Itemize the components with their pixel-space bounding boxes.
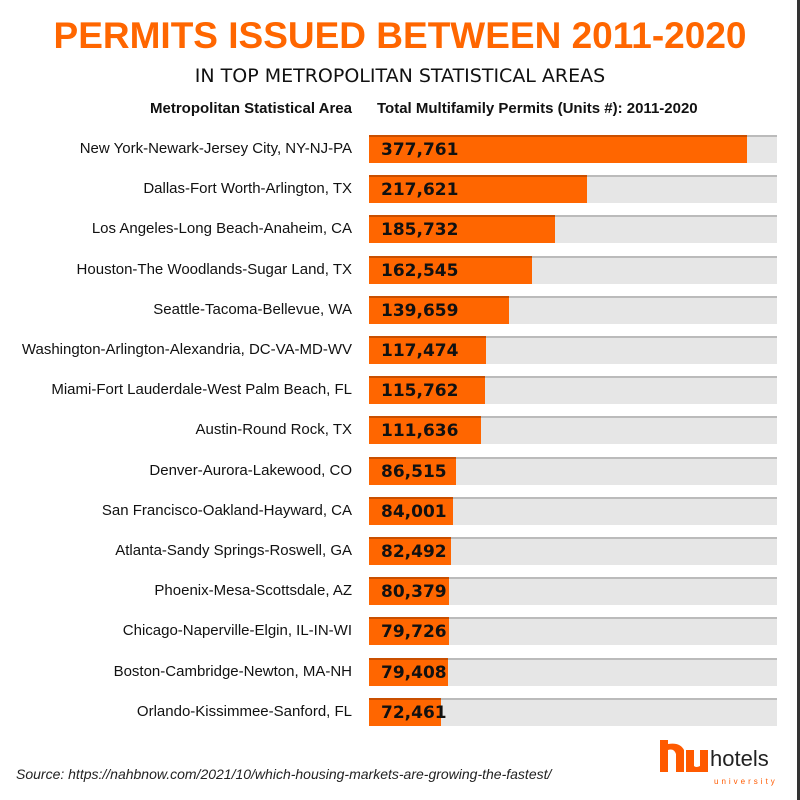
bar: 79,408 [369,657,449,686]
bar-value-label: 86,515 [381,461,447,482]
bar: 72,461 [369,697,447,726]
bar: 84,001 [369,496,453,525]
bar-track: 86,515 [369,456,777,485]
bar-value-label: 79,726 [381,622,447,643]
logo-icon: hotels university [660,740,778,786]
x-axis-header: Total Multifamily Permits (Units #): 201… [377,100,698,117]
bar-value-label: 111,636 [381,421,459,442]
source-note: Source: https://nahbnow.com/2021/10/whic… [16,766,552,782]
bar: 82,492 [369,537,452,565]
category-label: New York-Newark-Jersey City, NY-NJ-PA [79,140,352,157]
bar-track: 139,659 [369,295,777,324]
bar-value-label: 117,474 [381,341,459,361]
bar: 117,474 [369,336,487,364]
bar: 217,621 [369,175,587,204]
bar-track: 162,545 [369,255,777,284]
category-label: Austin-Round Rock, TX [195,421,352,439]
bar-value-label: 139,659 [381,300,459,321]
bar-value-label: 185,732 [381,220,459,241]
category-label: Chicago-Naperville-Elgin, IL-IN-WI [122,622,352,640]
bar: 139,659 [369,295,509,324]
bar-track: 185,732 [369,215,777,244]
bar: 80,379 [369,577,450,606]
logo-tagline: university [714,777,778,786]
category-label: Washington-Arlington-Alexandria, DC-VA-M… [21,341,352,358]
category-label: Dallas-Fort Worth-Arlington, TX [143,180,352,198]
bar-value-label: 377,761 [381,140,459,160]
bar-value-label: 115,762 [381,381,459,402]
category-label: Denver-Aurora-Lakewood, CO [149,461,352,479]
category-label: San Francisco-Oakland-Hayward, CA [101,501,352,519]
category-label: Seattle-Tacoma-Bellevue, WA [153,300,352,318]
bar-track: 82,492 [369,537,777,565]
bar-track: 79,726 [369,617,777,646]
y-axis-header: Metropolitan Statistical Area [150,100,352,117]
bar-value-label: 162,545 [381,260,459,281]
logo-name: hotels [710,746,769,771]
chart-subtitle: IN TOP METROPOLITAN STATISTICAL AREAS [194,65,606,87]
category-label: Boston-Cambridge-Newton, MA-NH [113,662,352,680]
bar-track: 117,474 [369,336,777,364]
bar: 86,515 [369,456,456,485]
bar: 377,761 [369,135,747,163]
category-label: Phoenix-Mesa-Scottsdale, AZ [154,582,352,600]
category-label: Los Angeles-Long Beach-Anaheim, CA [91,220,352,238]
bar-track: 80,379 [369,577,777,606]
bar-track: 79,408 [369,657,777,686]
bar-value-label: 217,621 [381,180,459,201]
bar-value-label: 80,379 [381,582,447,603]
bar-value-label: 82,492 [381,542,447,562]
bar-track: 217,621 [369,175,777,204]
bar-track: 377,761 [369,135,777,163]
bar-value-label: 84,001 [381,501,447,522]
category-label: Orlando-Kissimmee-Sanford, FL [136,702,352,720]
chart-title: PERMITS ISSUED BETWEEN 2011-2020 [53,15,747,56]
bar-track: 84,001 [369,496,777,525]
bar-track: 111,636 [369,416,777,445]
hotels-university-logo: hotels university [660,736,790,792]
bar: 115,762 [369,376,485,405]
bar-track: 115,762 [369,376,777,405]
category-label: Houston-The Woodlands-Sugar Land, TX [76,260,352,278]
bar: 111,636 [369,416,481,445]
category-label: Miami-Fort Lauderdale-West Palm Beach, F… [51,381,352,399]
bar: 162,545 [369,255,532,284]
bar-value-label: 72,461 [381,702,447,723]
bar-value-label: 79,408 [381,662,447,683]
bar: 79,726 [369,617,449,646]
category-label: Atlanta-Sandy Springs-Roswell, GA [115,542,352,559]
bar: 185,732 [369,215,555,244]
bar-track: 72,461 [369,697,777,726]
